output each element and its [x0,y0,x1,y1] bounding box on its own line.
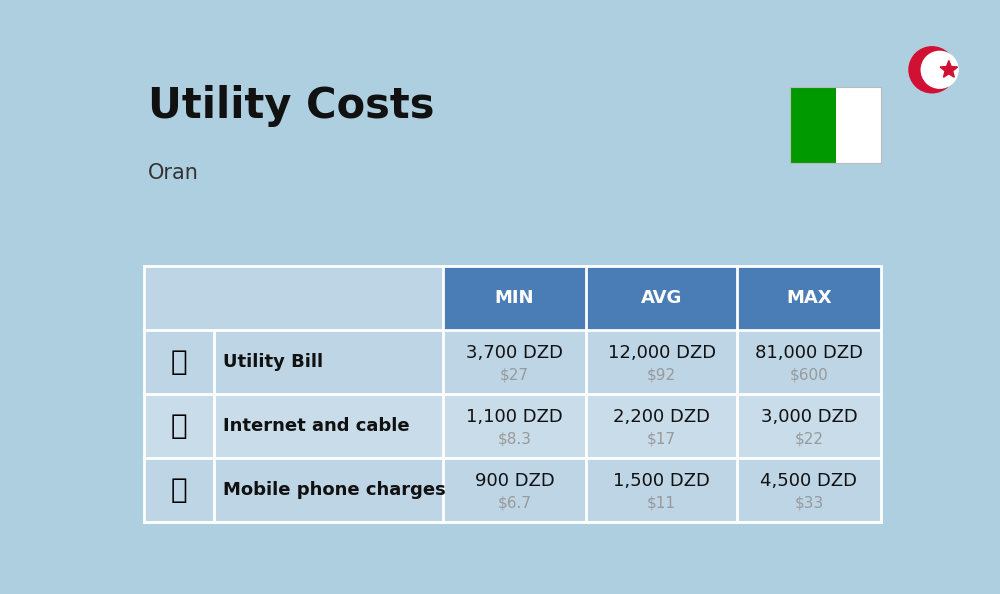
Text: 2,200 DZD: 2,200 DZD [613,409,710,426]
Text: 3,000 DZD: 3,000 DZD [761,409,857,426]
Text: 📱: 📱 [171,476,188,504]
Text: $8.3: $8.3 [497,431,531,446]
Text: MIN: MIN [495,289,534,307]
Bar [790,87,836,163]
Text: 3,700 DZD: 3,700 DZD [466,345,563,362]
Bar [144,266,881,522]
Text: 81,000 DZD: 81,000 DZD [755,345,863,362]
Text: Mobile phone charges: Mobile phone charges [223,481,446,499]
Text: Oran: Oran [148,163,199,183]
Text: 1,500 DZD: 1,500 DZD [613,472,710,491]
Text: $27: $27 [500,367,529,382]
Text: 📡: 📡 [171,412,188,440]
Text: $33: $33 [794,495,824,510]
Text: Internet and cable: Internet and cable [223,417,410,435]
Polygon shape [940,61,958,77]
Circle shape [921,52,958,88]
Bar [144,458,881,522]
Text: Utility Costs: Utility Costs [148,85,435,127]
Text: MAX: MAX [786,289,832,307]
Bar [586,266,737,330]
Bar [443,266,586,330]
Text: $17: $17 [647,431,676,446]
Text: Utility Bill: Utility Bill [223,353,324,371]
Text: $600: $600 [790,367,828,382]
Text: 900 DZD: 900 DZD [475,472,554,491]
Bar [790,87,881,163]
Bar [144,330,881,394]
Text: $22: $22 [794,431,823,446]
Text: AVG: AVG [641,289,682,307]
Text: $6.7: $6.7 [497,495,531,510]
Text: $11: $11 [647,495,676,510]
Text: 🔌: 🔌 [171,347,188,376]
Bar [144,394,881,458]
Text: 1,100 DZD: 1,100 DZD [466,409,563,426]
Bar [836,87,881,163]
Text: $92: $92 [647,367,676,382]
Circle shape [909,47,955,93]
Bar [737,266,881,330]
Text: 4,500 DZD: 4,500 DZD [760,472,857,491]
Text: 12,000 DZD: 12,000 DZD [608,345,716,362]
Bar [144,266,443,330]
